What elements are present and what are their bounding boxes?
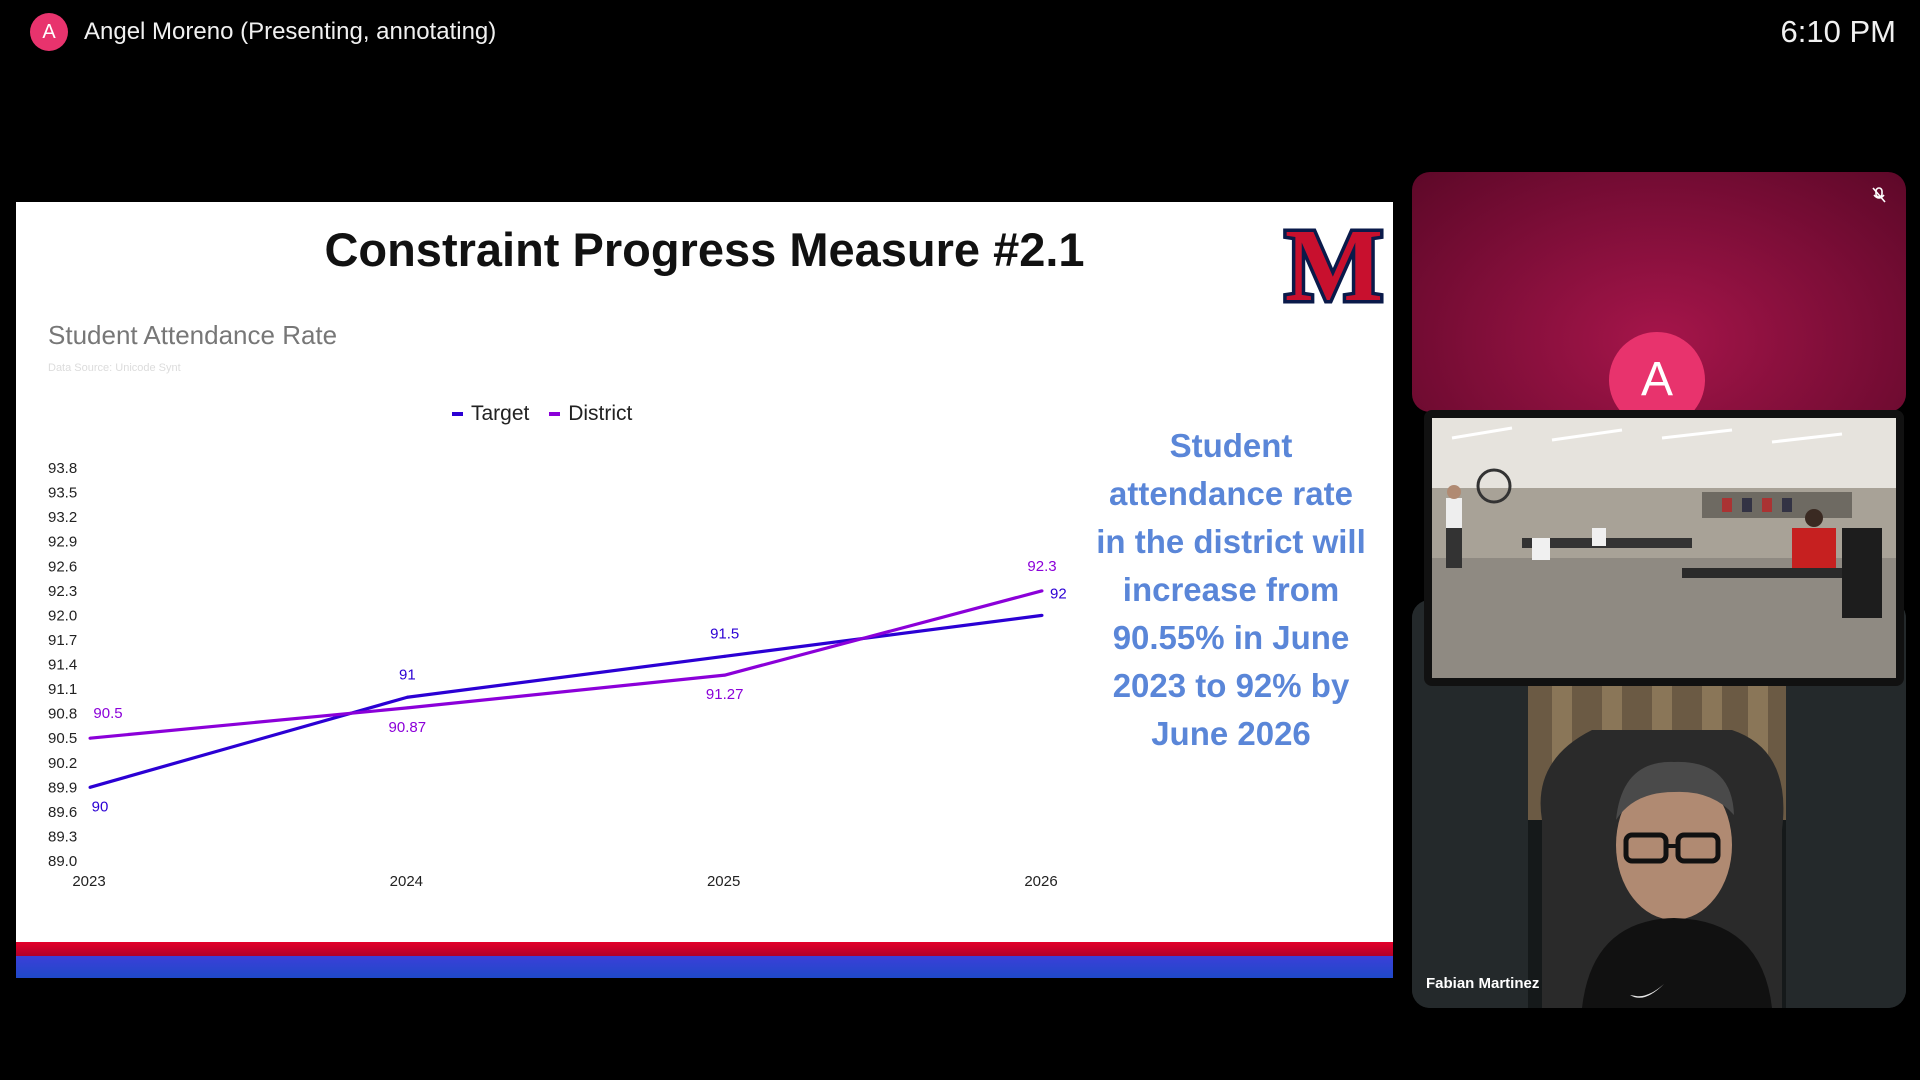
y-tick-label: 92.9 — [48, 534, 77, 551]
mic-off-icon — [1872, 187, 1886, 203]
goal-line: June 2026 — [1151, 715, 1311, 752]
data-point-target — [405, 695, 409, 699]
legend-label-target: Target — [471, 402, 530, 425]
y-tick-label: 89.9 — [48, 779, 77, 796]
attendance-chart: 93.8 93.5 93.2 92.9 92.6 92.3 92.0 91.7 91.4 91.1… — [48, 460, 1067, 890]
data-point-target — [723, 654, 727, 658]
data-point-target — [1040, 613, 1044, 617]
x-tick-label: 2025 — [707, 873, 740, 890]
y-tick-label: 89.0 — [48, 853, 77, 870]
y-tick-label: 90.2 — [48, 755, 77, 772]
goal-line: increase from — [1122, 571, 1340, 608]
goal-line: 90.55% in June — [1112, 619, 1350, 656]
data-label-district: 90.87 — [389, 719, 427, 736]
presenter-label: Angel Moreno (Presenting, annotating) — [84, 18, 497, 45]
data-label-target: 91 — [399, 666, 416, 683]
goal-line: Student — [1169, 427, 1293, 464]
data-label-district: 90.5 — [93, 705, 122, 722]
y-tick-label: 92.0 — [48, 607, 77, 624]
legend-label-district: District — [568, 402, 633, 425]
participant-name: Fabian Martinez — [1426, 975, 1540, 992]
chart-legend: Target District — [452, 398, 646, 426]
data-point-district — [1040, 589, 1044, 593]
data-point-district — [88, 736, 92, 740]
data-label-district: 91.27 — [706, 686, 744, 703]
shared-slide: Constraint Progress Measure #2.1 M Stude… — [16, 202, 1393, 978]
x-tick-label: 2023 — [72, 873, 105, 890]
footer-stripe-red — [16, 942, 1393, 956]
legend-item-district: District — [549, 402, 632, 426]
data-label-target: 92 — [1050, 585, 1067, 602]
goal-line: in the district will — [1096, 523, 1366, 560]
y-tick-label: 93.8 — [48, 460, 77, 477]
presenter-avatar[interactable]: A — [30, 13, 68, 51]
y-tick-label: 93.5 — [48, 485, 77, 502]
y-tick-label: 89.3 — [48, 828, 77, 845]
school-logo: M — [1282, 218, 1386, 310]
goal-line: 2023 to 92% by — [1112, 667, 1350, 704]
chart-title: Student Attendance Rate — [48, 320, 338, 350]
participant-avatar: A — [1609, 332, 1705, 412]
y-tick-label: 89.6 — [48, 804, 77, 821]
legend-swatch-target — [452, 412, 463, 416]
data-point-district — [405, 706, 409, 710]
data-point-district — [723, 673, 727, 677]
chart-subtitle: Data Source: Unicode Synt — [48, 362, 181, 374]
y-tick-label: 90.8 — [48, 706, 77, 723]
data-point-target — [88, 785, 92, 789]
legend-item-target: Target — [452, 402, 529, 426]
data-label-target: 91.5 — [710, 625, 739, 642]
y-tick-label: 91.1 — [48, 681, 77, 698]
goal-statement: Student attendance rate in the district … — [1078, 422, 1384, 758]
slide-title: Constraint Progress Measure #2.1 — [324, 223, 1085, 276]
clock: 6:10 PM — [1780, 14, 1896, 49]
room-video — [1432, 418, 1896, 678]
y-tick-label: 93.2 — [48, 509, 77, 526]
series-line-district — [89, 589, 1043, 740]
data-label-district: 92.3 — [1027, 558, 1056, 575]
y-tick-label: 92.6 — [48, 558, 77, 575]
logo-letter: M — [1285, 218, 1383, 310]
legend-swatch-district — [549, 412, 561, 416]
top-bar: A Angel Moreno (Presenting, annotating) … — [0, 0, 1920, 70]
y-tick-label: 90.5 — [48, 730, 77, 747]
data-label-target: 90 — [92, 798, 109, 815]
participant-tile-a[interactable]: A — [1412, 172, 1906, 412]
x-tick-label: 2026 — [1024, 873, 1057, 890]
y-tick-label: 92.3 — [48, 583, 77, 600]
series-line-target — [89, 613, 1043, 789]
footer-stripe-blue — [16, 956, 1393, 978]
y-tick-label: 91.7 — [48, 632, 77, 649]
y-tick-label: 91.4 — [48, 657, 77, 674]
x-tick-label: 2024 — [390, 873, 423, 890]
participant-tile-room[interactable] — [1424, 410, 1904, 686]
goal-line: attendance rate — [1109, 475, 1353, 512]
